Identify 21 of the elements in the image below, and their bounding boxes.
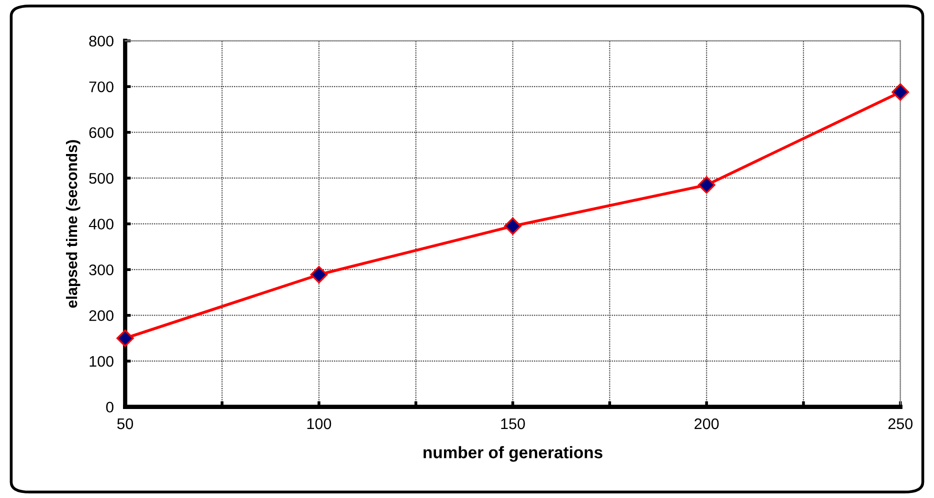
x-tick-label: 150 [501, 418, 525, 430]
x-axis-title: number of generations [424, 446, 602, 462]
x-tick-label: 50 [117, 418, 134, 430]
point [116, 330, 134, 347]
y-tick-label: 0 [106, 402, 114, 413]
y-tick-label: 700 [89, 81, 114, 92]
point [892, 83, 910, 101]
y-tick-label: 300 [89, 264, 114, 276]
x-tick-label: 200 [694, 418, 719, 430]
x-tick-label: 250 [888, 418, 913, 430]
point [698, 176, 716, 194]
y-tick-label: 800 [89, 36, 114, 47]
point [310, 266, 328, 284]
y-tick-label: 600 [89, 127, 114, 138]
y-tick-label: 200 [89, 310, 114, 322]
x-tick-label: 100 [307, 418, 332, 430]
y-axis-title: elapsed time (seconds) [66, 140, 80, 308]
y-tick-label: 500 [89, 172, 114, 184]
point [504, 217, 522, 235]
y-tick-label: 400 [88, 218, 114, 230]
y-tick-label: 100 [90, 356, 114, 367]
